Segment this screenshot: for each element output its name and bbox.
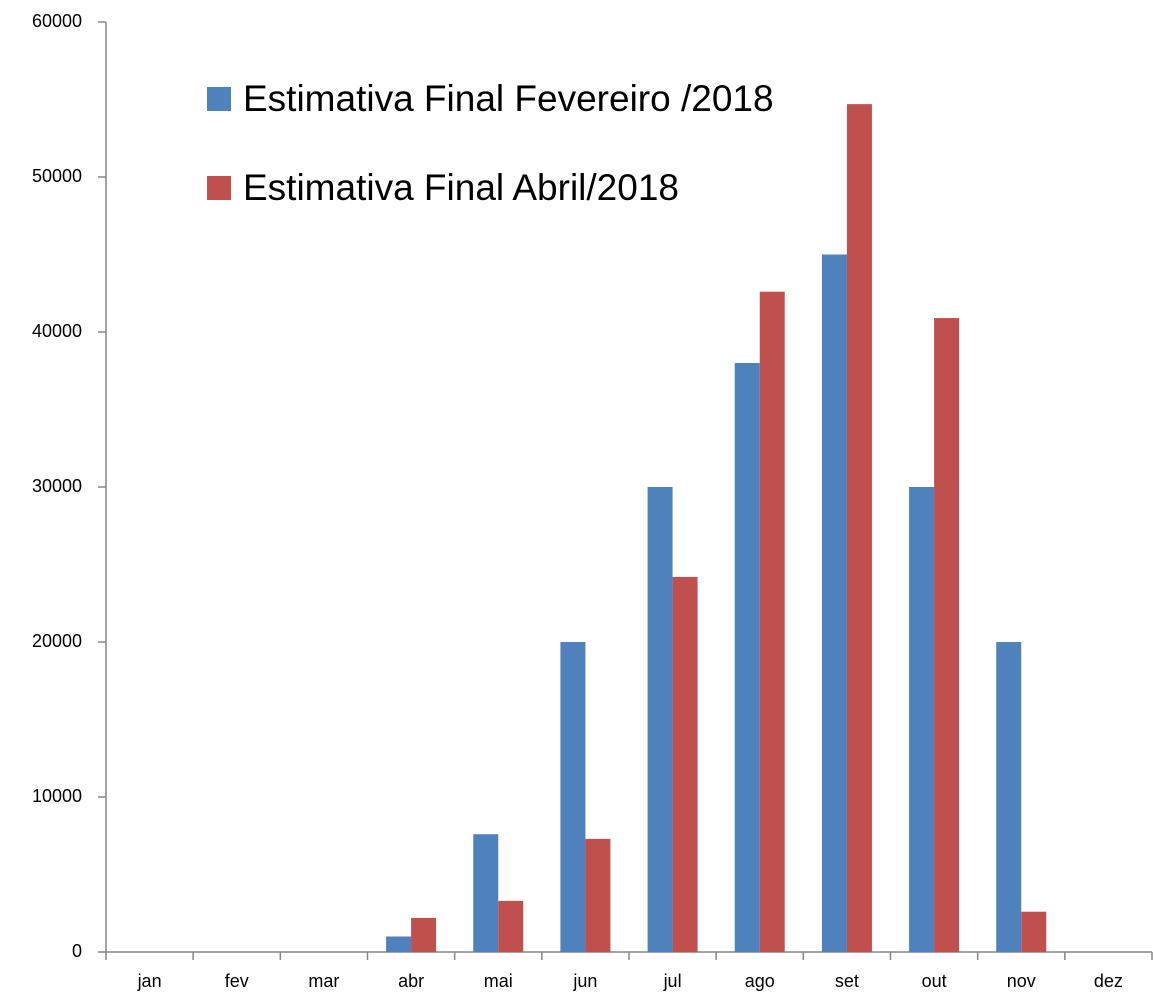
x-tick-label: out <box>922 971 947 991</box>
bar <box>411 917 437 952</box>
x-tick-label: set <box>835 971 859 991</box>
x-tick-label: ago <box>745 971 775 991</box>
y-tick-label: 60000 <box>32 11 82 31</box>
bar <box>647 487 673 952</box>
bar <box>473 834 499 952</box>
legend-label: Estimativa Final Fevereiro /2018 <box>243 78 774 119</box>
bar <box>386 936 412 952</box>
x-tick-label: fev <box>225 971 249 991</box>
x-tick-label: dez <box>1094 971 1123 991</box>
bar <box>909 487 935 952</box>
x-tick-label: jun <box>572 971 597 991</box>
bar <box>672 576 698 952</box>
x-tick-label: abr <box>398 971 424 991</box>
bar <box>934 318 960 952</box>
bar <box>846 104 872 952</box>
x-tick-label: jan <box>137 971 162 991</box>
x-tick-label: jul <box>663 971 682 991</box>
x-tick-label: nov <box>1007 971 1036 991</box>
bar <box>1021 911 1047 952</box>
x-tick-label: mai <box>484 971 513 991</box>
bar <box>585 838 611 952</box>
bar <box>560 642 586 952</box>
y-tick-label: 30000 <box>32 476 82 496</box>
y-tick-label: 10000 <box>32 786 82 806</box>
bar <box>759 291 785 952</box>
x-tick-label: mar <box>308 971 339 991</box>
bar <box>734 363 760 952</box>
bar <box>996 642 1022 952</box>
bar <box>821 254 847 952</box>
y-tick-label: 20000 <box>32 631 82 651</box>
legend-label: Estimativa Final Abril/2018 <box>243 167 679 208</box>
y-tick-label: 50000 <box>32 166 82 186</box>
y-tick-label: 0 <box>72 941 82 961</box>
legend-swatch <box>207 87 231 111</box>
legend-swatch <box>207 176 231 200</box>
bar <box>498 900 524 952</box>
y-tick-label: 40000 <box>32 321 82 341</box>
